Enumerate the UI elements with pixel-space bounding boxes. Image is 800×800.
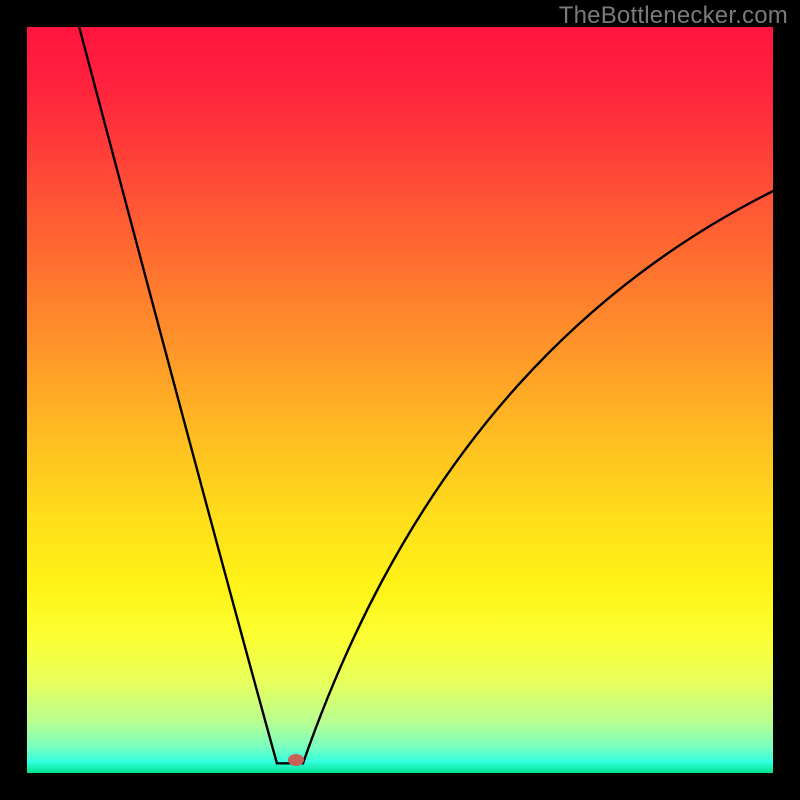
watermark-text: TheBottlenecker.com <box>559 2 788 30</box>
plot-area <box>27 27 773 773</box>
optimum-marker <box>288 754 304 766</box>
bottleneck-curve <box>79 27 773 763</box>
curve-svg <box>27 27 773 773</box>
